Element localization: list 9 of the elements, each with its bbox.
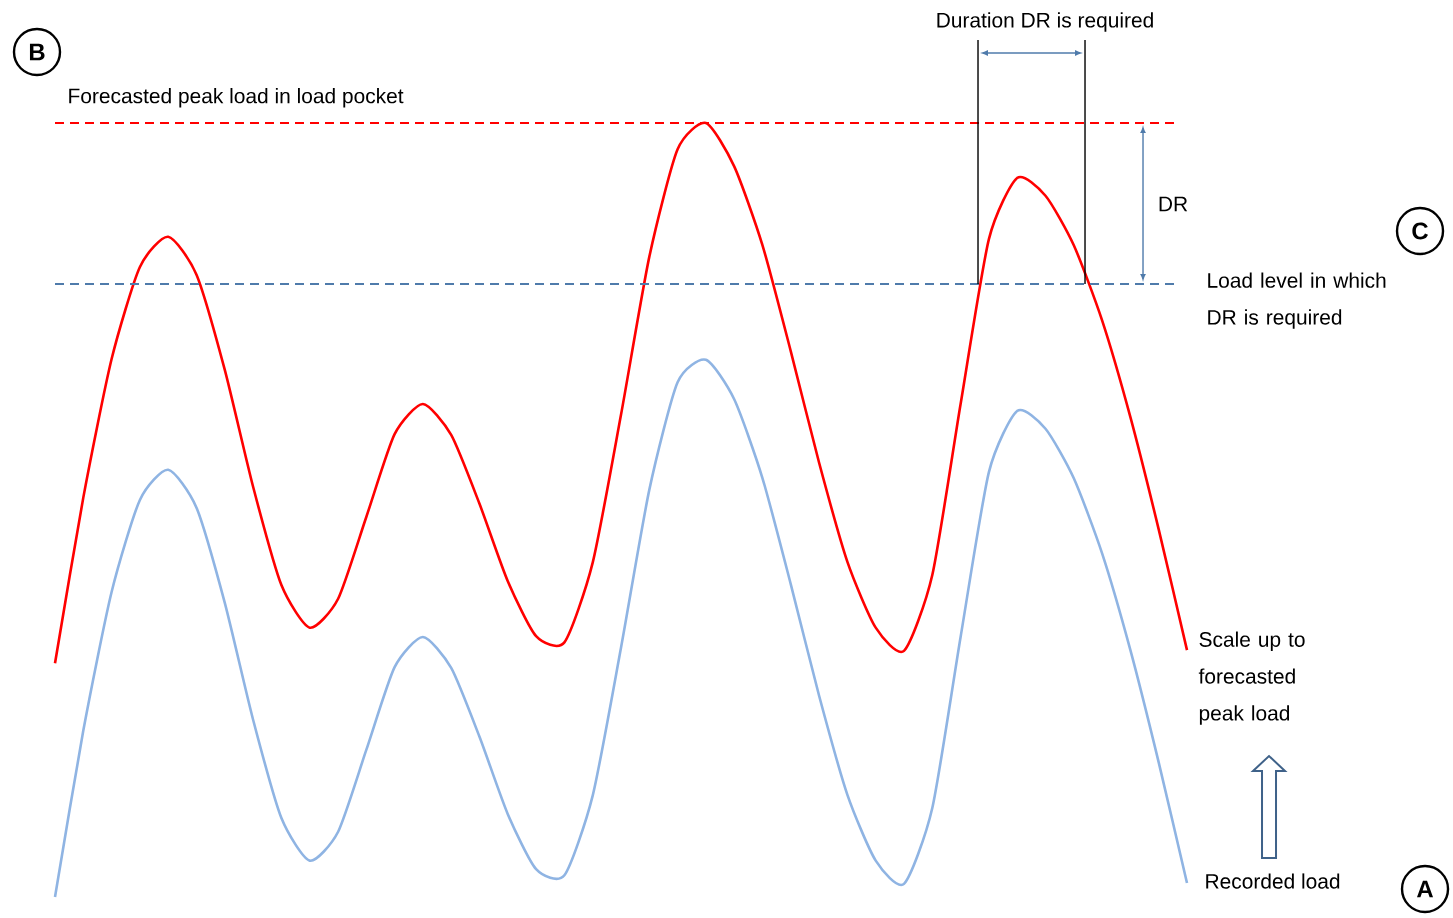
ref-line-label: Forecasted peak load in load pocket <box>69 87 404 108</box>
ref-line-label: Load level in which DR is required <box>1208 272 1386 329</box>
text: Scale up to forecasted peak load <box>1198 631 1305 725</box>
text: Duration DR is required <box>937 12 1153 32</box>
annotation: DR <box>1159 196 1188 212</box>
text: C <box>1412 222 1428 240</box>
text: B <box>29 43 45 61</box>
text: A <box>1416 880 1434 898</box>
series-label: Recorded load <box>1206 873 1340 889</box>
